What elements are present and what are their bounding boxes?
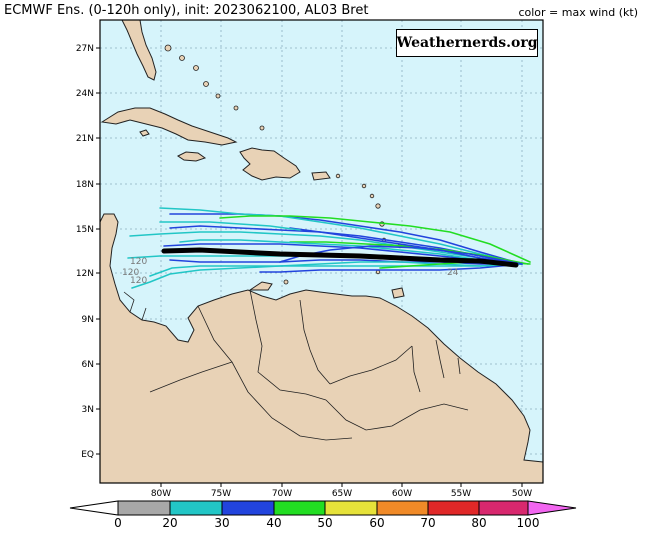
colorbar-tick-40: 40 <box>266 516 282 530</box>
virgin-islands <box>335 173 341 179</box>
colorbar-segment-above-100 <box>527 500 577 516</box>
jamaica-island <box>177 151 207 162</box>
colorbar-segment-70-80 <box>427 500 480 516</box>
ensemble-track <box>289 241 529 265</box>
lat-label-21n: 21N <box>76 134 94 144</box>
colorbar-segment-60-70 <box>376 500 429 516</box>
lon-label-80w: 80W <box>151 489 171 499</box>
lat-label-12n: 12N <box>76 269 94 279</box>
turks-caicos-island <box>259 125 265 131</box>
ensemble-mean-track <box>161 247 519 268</box>
bahamas-island <box>233 105 239 111</box>
lon-label-65w: 65W <box>332 489 352 499</box>
lon-label-50w: 50W <box>512 489 532 499</box>
lat-label-9n: 9N <box>82 315 94 325</box>
bahamas-island <box>179 55 185 61</box>
colorbar-segment-30-40 <box>221 500 275 516</box>
guadeloupe-island <box>375 203 381 209</box>
weathernerds-watermark: Weathernerds.org <box>396 29 538 57</box>
colorbar-segment-80-100 <box>478 500 529 516</box>
colorbar-segment-50-60 <box>324 500 378 516</box>
bahamas-island <box>164 44 172 52</box>
leeward-island <box>369 193 375 199</box>
country-borders <box>123 289 469 441</box>
lon-label-70w: 70W <box>272 489 292 499</box>
ensemble-track <box>129 231 523 265</box>
florida-peninsula <box>121 20 157 81</box>
hour-120-label: 120 <box>130 257 147 267</box>
lon-label-55w: 55W <box>451 489 471 499</box>
lat-label-18n: 18N <box>76 180 94 190</box>
ensemble-track <box>159 207 523 265</box>
bahamas-island <box>193 65 199 71</box>
colorbar-tick-30: 30 <box>214 516 230 530</box>
colorbar-segment-40-50 <box>273 500 326 516</box>
colorbar-tick-60: 60 <box>369 516 385 530</box>
colorbar-tick-0: 0 <box>114 516 122 530</box>
ensemble-track <box>219 215 531 263</box>
colorbar-segment-20-30 <box>169 500 223 516</box>
cuba-island <box>100 107 238 146</box>
lat-label-15n: 15N <box>76 225 94 235</box>
lat-label-3n: 3N <box>82 405 94 415</box>
bahamas-island <box>215 93 221 99</box>
ensemble-track <box>169 213 523 265</box>
lat-label-eq: EQ <box>81 450 94 460</box>
color-legend-note: color = max wind (kt) <box>518 6 638 19</box>
colorbar-segment-0-20 <box>117 500 171 516</box>
colorbar-segment-below-0 <box>69 500 119 516</box>
colorbar-tick-80: 80 <box>471 516 487 530</box>
map-frame <box>99 19 544 484</box>
yucatan-central-america <box>100 213 543 483</box>
puerto-rico-island <box>311 171 331 181</box>
colorbar-tick-50: 50 <box>317 516 333 530</box>
hour-120-label: 120 <box>130 276 147 286</box>
trinidad-island <box>391 287 405 299</box>
ensemble-track <box>149 261 523 277</box>
wind-colorbar <box>69 500 577 516</box>
ensemble-track <box>179 239 523 265</box>
leeward-island <box>361 183 367 189</box>
isla-de-la-juventud <box>139 129 150 137</box>
lon-label-75w: 75W <box>211 489 231 499</box>
colorbar-tick-20: 20 <box>162 516 178 530</box>
lat-label-6n: 6N <box>82 360 94 370</box>
ensemble-track <box>259 263 523 273</box>
hour-24-label: 24 <box>447 268 459 278</box>
guajira-peninsula <box>248 281 273 291</box>
ensemble-track <box>289 227 523 265</box>
hour-120-label: 120 <box>122 268 139 278</box>
ensemble-track <box>159 221 301 231</box>
bahamas-island <box>203 81 209 87</box>
hispaniola-island <box>239 147 301 181</box>
ensemble-track <box>131 263 523 289</box>
abc-islands <box>283 279 289 285</box>
colorbar-tick-70: 70 <box>420 516 436 530</box>
lat-label-27n: 27N <box>76 44 94 54</box>
hour-markers: 120 120 120 24 <box>122 257 459 286</box>
map-title: ECMWF Ens. (0-120h only), init: 20230621… <box>4 3 369 18</box>
lat-label-24n: 24N <box>76 89 94 99</box>
colorbar-tick-100: 100 <box>516 516 540 530</box>
lon-label-60w: 60W <box>392 489 412 499</box>
